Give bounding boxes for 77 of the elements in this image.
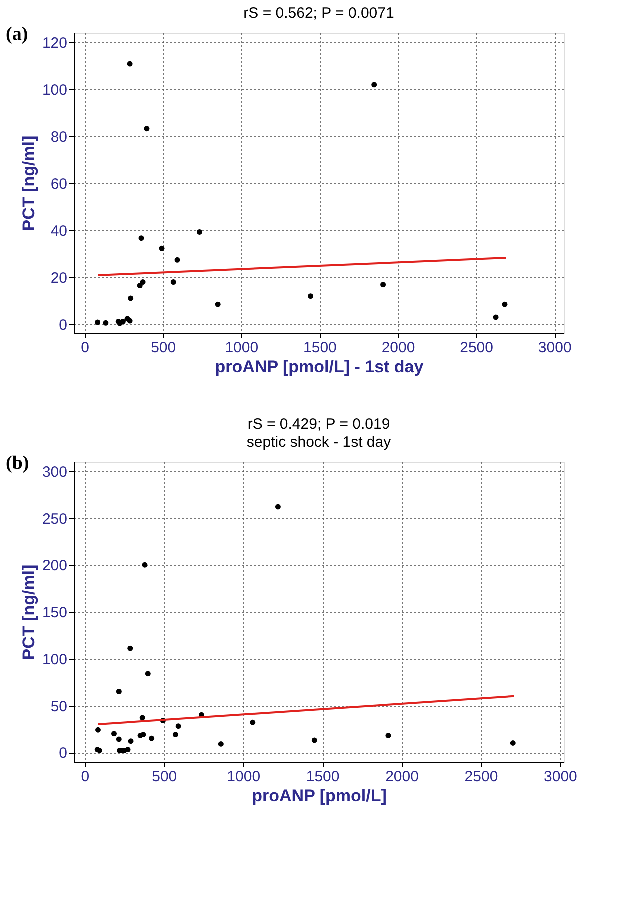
y-tick-label: 100 (42, 82, 68, 99)
text: (a) (6, 24, 28, 45)
point (218, 741, 224, 747)
y-tick-label: 120 (42, 34, 68, 52)
point (140, 280, 146, 285)
x-tick-label: 2500 (464, 768, 498, 786)
point (275, 504, 281, 510)
x-tick-label: 1500 (304, 340, 337, 356)
point (502, 302, 508, 308)
point (149, 736, 155, 742)
point (386, 733, 392, 738)
x-tick-label: 3000 (538, 340, 572, 356)
point (215, 302, 221, 308)
point (144, 126, 150, 132)
x-axis-title: proANP [pmol/L] - 1st day (215, 358, 424, 376)
x-tick-label: 0 (81, 340, 90, 356)
x-tick-label: 500 (151, 340, 176, 356)
point (137, 283, 143, 289)
point (95, 320, 101, 326)
point (120, 318, 126, 324)
chart-subtitle: septic shock - 1st day (246, 434, 392, 451)
point (96, 727, 101, 733)
y-tick-label: 200 (42, 558, 68, 575)
chart-title: rS = 0.562; P = 0.0071 (244, 5, 394, 22)
chart-title: rS = 0.429; P = 0.019 (248, 416, 390, 433)
point (138, 236, 144, 242)
y-tick-label: 250 (42, 510, 68, 528)
point (103, 320, 109, 326)
point (380, 282, 386, 288)
y-tick-label: 100 (42, 651, 68, 668)
x-tick-label: 3000 (544, 768, 578, 786)
x-tick-label: 2500 (460, 340, 494, 356)
point (312, 738, 318, 744)
y-tick-label: 0 (59, 316, 68, 334)
point (174, 257, 180, 263)
y-tick-label: 50 (50, 698, 68, 716)
y-tick-label: 0 (59, 745, 68, 762)
point (493, 314, 499, 320)
point (176, 724, 182, 730)
point (125, 747, 131, 753)
point (127, 318, 133, 324)
y-tick-label: 20 (50, 270, 68, 287)
x-tick-label: 0 (81, 768, 90, 786)
x-tick-label: 1000 (227, 768, 261, 786)
point (510, 740, 516, 746)
y-tick-label: 150 (42, 604, 68, 622)
point (140, 732, 146, 738)
point (372, 82, 378, 88)
point (116, 688, 122, 694)
point (170, 280, 176, 285)
point (128, 646, 134, 652)
point (172, 732, 178, 738)
y-axis-title: PCT [ng/ml] (19, 136, 38, 232)
point (250, 720, 256, 726)
y-tick-label: 300 (42, 464, 68, 481)
x-tick-label: 1000 (225, 340, 259, 356)
point (116, 736, 122, 742)
x-tick-label: 2000 (386, 768, 419, 786)
y-tick-label: 60 (50, 176, 68, 193)
point (197, 229, 202, 235)
point (159, 246, 165, 252)
x-tick-label: 2000 (382, 340, 416, 356)
x-tick-label: 1500 (306, 768, 340, 786)
point (128, 296, 134, 302)
point (112, 731, 117, 737)
point (140, 715, 146, 721)
x-axis-title: proANP [pmol/L] (252, 786, 387, 806)
point (145, 671, 151, 677)
point (127, 61, 133, 67)
point (308, 294, 314, 300)
y-tick-label: 40 (50, 222, 68, 240)
y-axis-title: PCT [ng/ml] (19, 564, 38, 660)
y-tick-label: 80 (50, 128, 68, 146)
text: (b) (6, 453, 30, 474)
point (142, 562, 148, 568)
point (128, 738, 134, 744)
x-tick-label: 500 (152, 768, 178, 786)
